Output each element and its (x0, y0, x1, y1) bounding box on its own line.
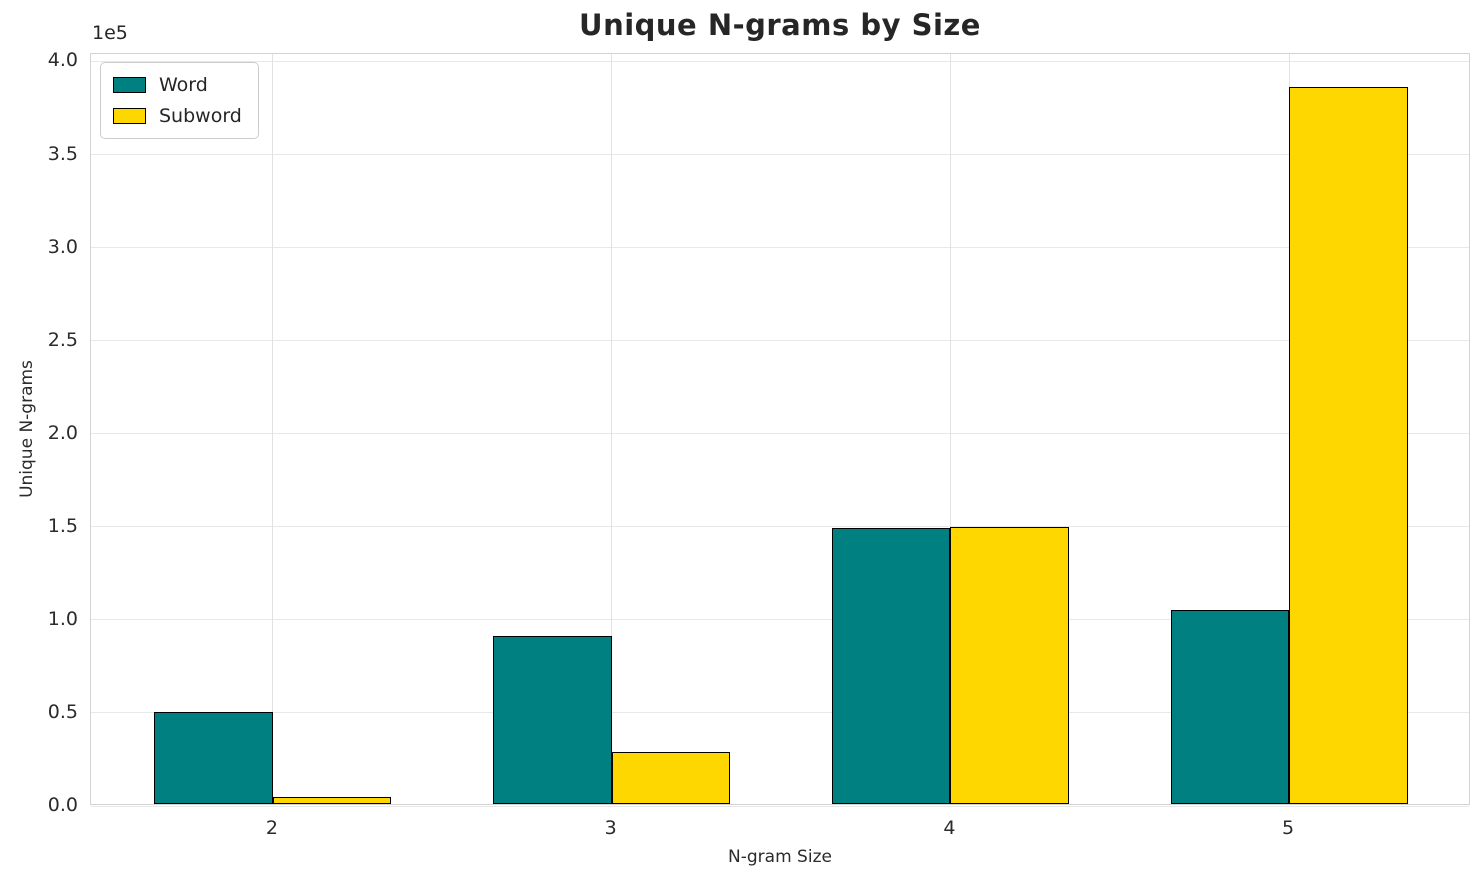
ytick-label-2.0: 2.0 (47, 421, 78, 444)
ytick-label-3.5: 3.5 (47, 142, 78, 165)
gridline-x-2 (272, 54, 274, 804)
legend-label-word: Word (159, 74, 208, 96)
x-axis-label: N-gram Size (728, 847, 832, 867)
gridline-y-1.5 (91, 526, 1469, 528)
xtick-label-3: 3 (604, 817, 617, 839)
xtick-label-2: 2 (265, 817, 278, 839)
chart-title: Unique N-grams by Size (579, 8, 981, 42)
bar-subword-3 (611, 752, 731, 804)
ytick-label-4.0: 4.0 (47, 49, 78, 72)
gridline-y-3.0 (91, 247, 1469, 249)
legend-swatch-subword (113, 108, 146, 124)
gridline-y-2.5 (91, 340, 1469, 342)
ytick-label-0.0: 0.0 (47, 794, 78, 816)
gridline-y-0.0 (91, 805, 1469, 807)
ytick-label-3.0: 3.0 (47, 235, 78, 258)
legend-swatch-word (113, 77, 146, 93)
xtick-label-4: 4 (943, 817, 956, 839)
bar-subword-5 (1289, 87, 1408, 804)
bar-word-2 (154, 711, 273, 804)
bar-subword-4 (950, 526, 1069, 804)
ytick-label-1.0: 1.0 (47, 607, 78, 630)
gridline-y-3.5 (91, 154, 1469, 155)
gridline-y-2.0 (91, 433, 1469, 435)
gridline-y-0.5 (91, 712, 1469, 714)
xtick-label-5: 5 (1282, 817, 1295, 839)
ytick-label-2.5: 2.5 (47, 328, 78, 351)
bar-subword-2 (272, 797, 392, 804)
plot-area (90, 53, 1470, 807)
gridline-x-3 (611, 54, 613, 804)
gridline-y-1.0 (91, 619, 1469, 621)
gridline-x-4 (949, 54, 951, 804)
legend: Word Subword (100, 62, 259, 139)
legend-item-subword: Subword (113, 105, 242, 127)
gridline-y-4.0 (91, 60, 1469, 62)
legend-label-subword: Subword (159, 105, 242, 127)
y-axis-offset-label: 1e5 (92, 22, 128, 44)
bar-word-5 (1170, 610, 1290, 804)
bar-word-3 (493, 635, 612, 804)
bar-word-4 (831, 527, 951, 804)
legend-item-word: Word (113, 74, 242, 96)
ytick-label-1.5: 1.5 (47, 514, 78, 537)
ytick-label-0.5: 0.5 (47, 700, 78, 723)
